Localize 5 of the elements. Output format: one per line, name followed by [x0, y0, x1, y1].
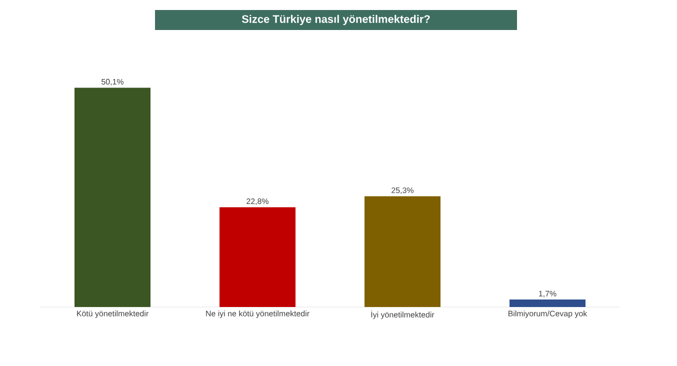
bar	[510, 300, 586, 307]
bar	[364, 196, 441, 307]
chart-title: Sizce Türkiye nasıl yönetilmektedir?	[242, 14, 430, 26]
bar	[220, 207, 296, 307]
bar	[74, 88, 150, 307]
